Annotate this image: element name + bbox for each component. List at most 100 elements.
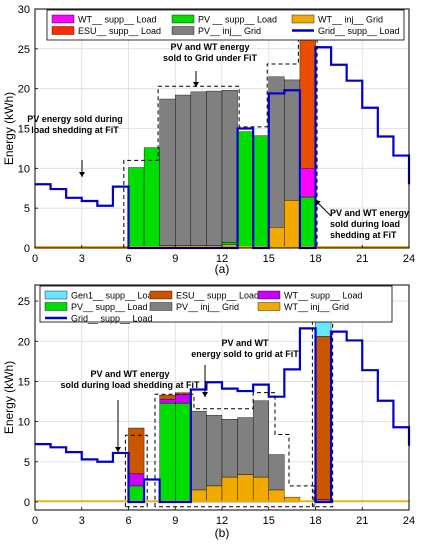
y-tick-label: 5 bbox=[24, 203, 30, 215]
bar-wt-inj-grid bbox=[206, 486, 222, 502]
x-tick-label: 24 bbox=[403, 515, 415, 527]
bar-wt-inj-grid bbox=[238, 475, 254, 502]
bar-pv-inj-grid bbox=[206, 91, 222, 246]
bar-pv-supp-load bbox=[222, 242, 238, 244]
legend-label: PV__ inj__ Grid bbox=[198, 26, 261, 36]
bar-pv-inj-grid bbox=[160, 99, 176, 246]
bar-pv-supp-load bbox=[129, 168, 145, 248]
bar-wt-inj-grid bbox=[269, 490, 285, 502]
legend-label: PV__ inj__ Grid bbox=[176, 302, 239, 312]
y-tick-label: 20 bbox=[18, 336, 30, 348]
annotation-text: load shedding at FiT bbox=[31, 125, 119, 135]
legend-swatch bbox=[172, 15, 194, 23]
bar-pv-supp-load bbox=[160, 403, 176, 502]
legend-swatch bbox=[258, 303, 280, 311]
bar-wt-inj-grid bbox=[269, 227, 285, 248]
annotation-text: shedding at FiT bbox=[330, 230, 397, 240]
y-tick-label: 25 bbox=[18, 44, 30, 56]
legend-label: ESU__ supp__ Load bbox=[176, 291, 259, 301]
annotation-text: PV and WT energy bbox=[330, 208, 409, 218]
x-tick-label: 3 bbox=[79, 515, 85, 527]
legend-swatch bbox=[52, 15, 74, 23]
y-tick-label: 0 bbox=[24, 497, 30, 509]
annotation-text: sold to Grid under FiT bbox=[163, 53, 257, 63]
bar-pv-supp-load bbox=[144, 148, 160, 248]
legend-swatch bbox=[258, 291, 280, 299]
legend-swatch bbox=[150, 303, 172, 311]
annotation-text: PV energy sold during bbox=[27, 114, 123, 124]
bar-pv-inj-grid bbox=[253, 401, 269, 477]
x-tick-label: 21 bbox=[356, 515, 368, 527]
bar-pv-inj-grid bbox=[269, 77, 285, 228]
annotation-text: sold during load shedding at FiT bbox=[61, 380, 200, 390]
bar-pv-inj-grid bbox=[269, 455, 285, 490]
legend-swatch bbox=[172, 27, 194, 35]
bar-pv-inj-grid bbox=[284, 80, 300, 200]
x-tick-label: 24 bbox=[403, 253, 415, 265]
bar-pv-supp-load bbox=[238, 132, 254, 248]
bar-pv-supp-load bbox=[175, 403, 191, 502]
legend-swatch bbox=[52, 27, 74, 35]
x-tick-label: 18 bbox=[309, 515, 321, 527]
bar-pv-supp-load bbox=[300, 197, 316, 248]
bar-pv-inj-grid bbox=[206, 415, 222, 486]
bar-wt-inj-grid bbox=[253, 477, 269, 502]
annotation-text: energy sold to grid at FiT bbox=[191, 349, 299, 359]
y-tick-label: 15 bbox=[18, 124, 30, 136]
bar-esu-supp-load bbox=[300, 36, 316, 168]
x-tick-label: 6 bbox=[125, 253, 131, 265]
legend-label: WT__ supp__ Load bbox=[78, 15, 157, 25]
legend-swatch bbox=[45, 303, 67, 311]
bar-wt-inj-grid bbox=[284, 200, 300, 248]
chart-caption: (a) bbox=[215, 262, 230, 276]
bar-wt-supp-load bbox=[175, 394, 191, 403]
legend-label: PV__ supp__ Load bbox=[71, 302, 148, 312]
x-tick-label: 6 bbox=[125, 515, 131, 527]
y-tick-label: 5 bbox=[24, 457, 30, 469]
bar-pv-inj-grid bbox=[238, 418, 254, 475]
x-tick-label: 9 bbox=[172, 515, 178, 527]
y-tick-label: 0 bbox=[24, 243, 30, 255]
chart-b: 0 3 6 9 12 15 18 21 24 0 5 10 15 20 25 Energy (kWh) (b) G… bbox=[2, 285, 415, 540]
bar-wt-supp-load bbox=[160, 399, 176, 403]
x-tick-label: 0 bbox=[32, 253, 38, 265]
bar-wt-inj-grid bbox=[222, 477, 238, 502]
bar-wt-supp-load bbox=[300, 168, 316, 197]
annotation-text: PV and WT energy bbox=[90, 369, 169, 379]
x-tick-label: 21 bbox=[356, 253, 368, 265]
chart-a: 0 3 6 9 12 15 18 21 24 0 5 10 15 20 25 30 Energy (kWh) (a… bbox=[2, 4, 415, 276]
legend-label: Grid__ supp__ Load bbox=[71, 314, 153, 324]
bar-pv-inj-grid bbox=[191, 411, 207, 490]
x-tick-label: 3 bbox=[79, 253, 85, 265]
y-axis-label: Energy (kWh) bbox=[2, 92, 16, 165]
annotation-text: PV and WT bbox=[222, 338, 270, 348]
legend-swatch bbox=[292, 15, 314, 23]
bar-pv-supp-load bbox=[253, 136, 269, 248]
annotation-text: sold during load bbox=[330, 219, 400, 229]
x-tick-label: 0 bbox=[32, 515, 38, 527]
y-tick-label: 15 bbox=[18, 376, 30, 388]
legend-label: ESU__ supp__ Load bbox=[78, 26, 161, 36]
x-tick-label: 18 bbox=[309, 253, 321, 265]
legend-label: WT__ supp__ Load bbox=[284, 291, 363, 301]
legend-label: PV __ supp__ Load bbox=[198, 15, 277, 25]
bar-wt-inj-grid bbox=[191, 490, 207, 502]
bar-esu-supp-load bbox=[316, 336, 332, 499]
y-tick-label: 20 bbox=[18, 84, 30, 96]
bar-pv-inj-grid bbox=[222, 419, 238, 477]
y-tick-label: 30 bbox=[18, 4, 30, 16]
bar-pv-inj-grid bbox=[222, 90, 238, 242]
legend-label: Gen1__ supp__ Load bbox=[71, 291, 158, 301]
legend-label: WT__ inj__ Grid bbox=[284, 302, 349, 312]
legend-swatch bbox=[150, 291, 172, 299]
x-tick-label: 15 bbox=[263, 253, 275, 265]
y-tick-label: 25 bbox=[18, 296, 30, 308]
chart-caption: (b) bbox=[215, 526, 230, 540]
legend-swatch bbox=[45, 291, 67, 299]
y-tick-label: 10 bbox=[18, 417, 30, 429]
bar-pv-supp-load bbox=[129, 486, 145, 502]
bar-pv-inj-grid bbox=[191, 92, 207, 246]
y-axis-label: Energy (kWh) bbox=[2, 361, 16, 434]
bar-wt-supp-load bbox=[129, 474, 145, 486]
